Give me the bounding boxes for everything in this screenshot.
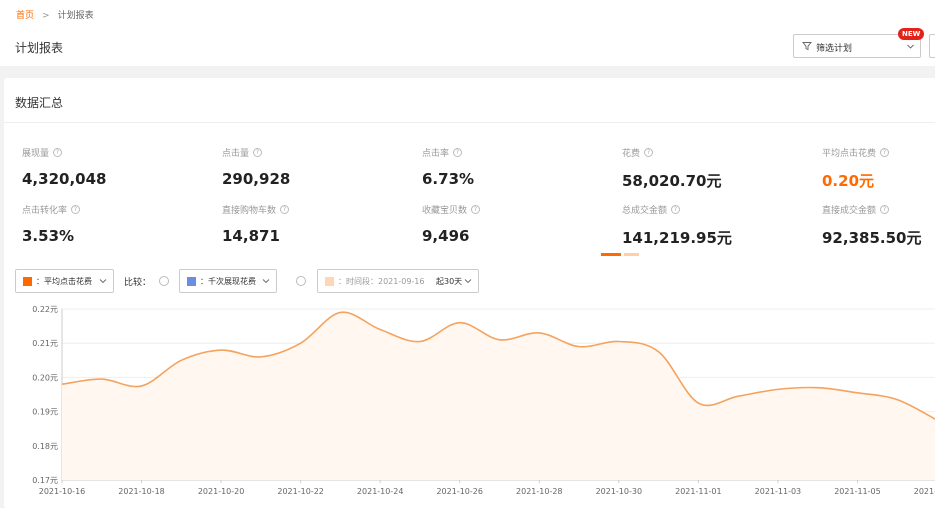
x-tick-label: 2021-10-30 [596,487,643,496]
x-tick-label: 2021-10-18 [118,487,165,496]
metric-clicks[interactable]: 点击量? 290,928 [222,146,422,188]
metric-value: 9,496 [422,227,470,245]
x-tick-label: 2021-11-05 [834,487,881,496]
x-tick-label: 2021-10-22 [277,487,324,496]
x-tick-label: 2021-11-01 [675,487,722,496]
metric-value: 92,385.50元 [822,229,922,247]
color-swatch [325,277,334,286]
metric-value: 0.20元 [822,172,875,190]
metric-label: 花费 [622,149,641,159]
trend-chart[interactable]: 0.22元 0.21元 0.20元 0.19元 0.18元 0.17元 2021-10-16… [0,300,935,500]
metric-direct-cart[interactable]: 直接购物车数? 14,871 [222,203,422,245]
metric-conversion-rate[interactable]: 点击转化率? 3.53% [22,203,222,245]
chevron-down-icon [99,279,107,284]
metric-label: 直接购物车数 [222,206,277,216]
metric-total-gmv[interactable]: 总成交金额? 141,219.95元 [622,203,822,248]
y-tick-label: 0.22元 [32,305,58,314]
help-icon[interactable]: ? [280,205,290,214]
help-icon[interactable]: ? [71,205,81,214]
metric-value: 4,320,048 [22,170,107,188]
funnel-icon [802,42,812,51]
pager-dot-active[interactable] [601,253,621,256]
metric-cost[interactable]: 花费? 58,020.70元 [622,146,822,191]
metric-direct-gmv[interactable]: 直接成交金额? 92,385.50元 [822,203,935,248]
metric-avg-click-cost[interactable]: 平均点击花费? 0.20元 [822,146,935,191]
pager-dot[interactable] [624,253,639,256]
metric-select-label: ：平均点击花费 [36,277,92,286]
help-icon[interactable]: ? [453,148,463,157]
color-swatch [23,277,32,286]
chevron-down-icon [464,279,472,284]
metric-label: 展现量 [22,149,50,159]
help-icon[interactable]: ? [880,205,890,214]
x-tick-label: 2021-10-16 [39,487,86,496]
metric-impressions[interactable]: 展现量? 4,320,048 [22,146,222,188]
metric-value: 58,020.70元 [622,172,722,190]
chevron-down-icon [907,44,914,49]
new-badge: NEW [898,28,925,40]
metric-value: 141,219.95元 [622,229,732,247]
period-select[interactable]: ：时间段：2021-09-16 起30天 [317,269,479,293]
metric-label: 点击转化率 [22,206,68,216]
period-span: 起30天 [436,277,463,286]
metric-select[interactable]: ：平均点击花费 [15,269,114,293]
help-icon[interactable]: ? [671,205,681,214]
help-icon[interactable]: ? [53,148,63,157]
x-tick-label: 2021-10-20 [198,487,245,496]
metric-value: 290,928 [222,170,291,188]
y-tick-label: 0.19元 [32,408,58,417]
metric-label: 总成交金额 [622,206,668,216]
metric-value: 14,871 [222,227,280,245]
x-tick-label: 2021-11-03 [755,487,802,496]
metric-ctr[interactable]: 点击率? 6.73% [422,146,622,188]
y-tick-label: 0.17元 [32,476,58,485]
help-icon[interactable]: ? [880,148,890,157]
compare-metric-radio[interactable] [159,276,169,286]
y-tick-label: 0.18元 [32,442,58,451]
metric-value: 3.53% [22,227,75,245]
y-tick-label: 0.20元 [32,373,58,382]
x-tick-label: 2021-10-28 [516,487,563,496]
summary-title: 数据汇总 [15,96,64,110]
metric-label: 点击率 [422,149,450,159]
x-tick-label: 2021-10-24 [357,487,404,496]
chevron-down-icon [262,279,270,284]
divider [4,122,935,123]
series-line [61,311,935,420]
filter-plan-label: 筛选计划 [816,44,853,54]
breadcrumb-separator: > [42,11,50,21]
help-icon[interactable]: ? [644,148,654,157]
compare-select-label: ：千次展现花费 [200,277,256,286]
breadcrumb-current: 计划报表 [57,11,94,21]
metric-label: 收藏宝贝数 [422,206,468,216]
metric-value: 6.73% [422,170,475,188]
series-area [62,312,935,480]
compare-label: 比较： [124,278,152,288]
x-tick-label: 2021-10-26 [436,487,483,496]
compare-period-radio[interactable] [296,276,306,286]
metric-label: 点击量 [222,149,250,159]
breadcrumb: 首页 > 计划报表 [16,8,94,21]
compare-select[interactable]: ：千次展现花费 [179,269,277,293]
y-tick-label: 0.21元 [32,339,58,348]
more-button[interactable] [929,34,935,58]
page-title: 计划报表 [15,41,64,55]
metric-favorites[interactable]: 收藏宝贝数? 9,496 [422,203,622,245]
x-tick-label: 2021-11-07 [914,487,935,496]
period-select-label: ：时间段：2021-09-16 [338,277,425,286]
metric-label: 平均点击花费 [822,149,877,159]
metric-label: 直接成交金额 [822,206,877,216]
breadcrumb-home-link[interactable]: 首页 [16,11,35,21]
help-icon[interactable]: ? [471,205,481,214]
help-icon[interactable]: ? [253,148,263,157]
color-swatch [187,277,196,286]
page-header: 首页 > 计划报表 计划报表 筛选计划 NEW [0,0,935,66]
